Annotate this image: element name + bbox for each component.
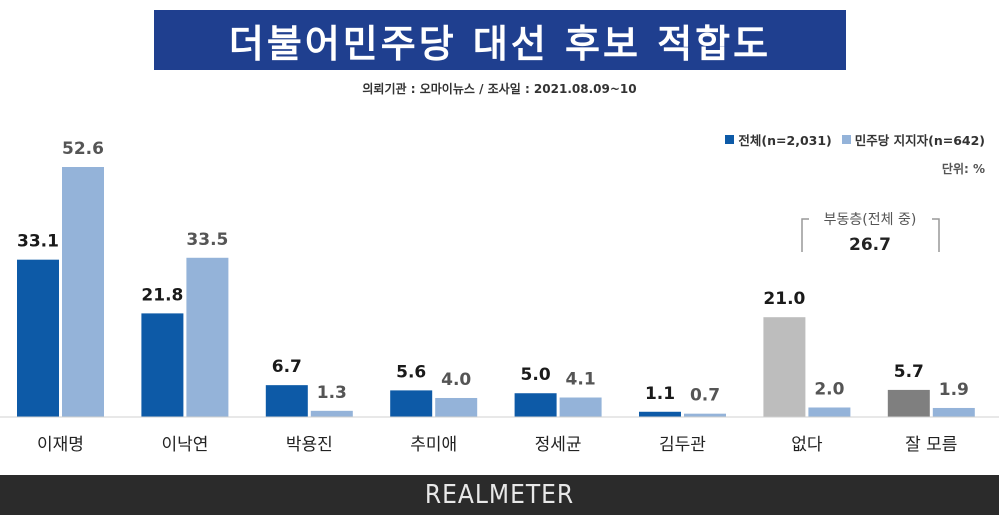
bar-value-label: 1.3 <box>317 383 347 403</box>
legend-swatch-supporters <box>841 135 851 144</box>
legend-item-supporters: 민주당 지지자(n=642) <box>841 130 985 149</box>
bar-value-label: 5.7 <box>894 362 924 382</box>
legend-label-supporters: 민주당 지지자(n=642) <box>854 133 985 148</box>
category-label: 추미애 <box>410 435 457 455</box>
bar-all <box>763 317 806 417</box>
bars-group: 33.1 52.6 이재명 21.8 33.5 이낙연 6.7 1.3 박용진 5.6 4.0 추미애… <box>17 139 975 455</box>
bar-value-label: 4.0 <box>441 370 471 390</box>
bar-value-label: 33.5 <box>186 230 228 250</box>
bar-all <box>390 390 433 417</box>
category-label: 박용진 <box>286 435 333 455</box>
chart-subtitle: 의뢰기관 : 오마이뉴스 / 조사일 : 2021.08.09~10 <box>362 82 637 96</box>
bar-all <box>17 259 59 417</box>
brand-logo: REALMETER <box>424 480 575 510</box>
bar-all <box>514 393 557 417</box>
bar-supporters <box>62 167 104 417</box>
bar-supporters <box>186 257 229 417</box>
bar-supporters <box>684 413 726 417</box>
bar-value-label: 1.1 <box>645 384 675 404</box>
bar-supporters <box>559 397 602 417</box>
category-label: 이낙연 <box>161 435 208 455</box>
legend: 전체(n=2,031) 민주당 지지자(n=642) <box>725 130 985 149</box>
bar-value-label: 5.0 <box>521 365 551 385</box>
category-label: 정세균 <box>535 435 582 455</box>
undecided-annotation: 부동층(전체 중) 26.7 <box>801 212 940 255</box>
bar-value-label: 52.6 <box>62 139 104 159</box>
bar-value-label: 5.6 <box>396 362 426 382</box>
bar-value-label: 21.8 <box>141 285 183 305</box>
bar-value-label: 33.1 <box>17 232 59 252</box>
footer-bar: REALMETER <box>0 475 999 515</box>
bar-supporters <box>808 407 851 417</box>
bar-supporters <box>932 407 975 417</box>
category-label: 김두관 <box>659 435 706 455</box>
chart-title: 더불어민주당 대선 후보 적합도 <box>228 21 772 66</box>
annotation-bracket-left <box>801 218 809 252</box>
legend-swatch-all <box>725 135 735 144</box>
bar-value-label: 21.0 <box>763 289 805 309</box>
bar-value-label: 4.1 <box>566 370 596 390</box>
bar-all <box>887 389 930 417</box>
bar-value-label: 6.7 <box>272 357 302 377</box>
category-label: 잘 모름 <box>905 435 957 455</box>
annotation-bracket-right <box>932 218 940 252</box>
title-banner: 더불어민주당 대선 후보 적합도 <box>154 10 846 70</box>
bar-all <box>141 313 184 417</box>
unit-label: 단위: % <box>941 162 985 176</box>
bar-supporters <box>435 397 478 417</box>
bar-value-label: 2.0 <box>814 379 844 399</box>
annotation-title: 부동층(전체 중) <box>824 212 917 228</box>
category-label: 없다 <box>791 435 823 455</box>
bar-all <box>639 411 681 417</box>
legend-item-all: 전체(n=2,031) <box>725 130 832 149</box>
legend-label-all: 전체(n=2,031) <box>738 133 832 148</box>
bar-all <box>265 385 308 417</box>
annotation-value: 26.7 <box>849 235 891 255</box>
bar-supporters <box>310 410 353 417</box>
bar-chart: 33.1 52.6 이재명 21.8 33.5 이낙연 6.7 1.3 박용진 5.6 4.0 추미애… <box>0 139 999 455</box>
bar-value-label: 1.9 <box>939 380 969 400</box>
category-label: 이재명 <box>37 435 84 455</box>
bar-value-label: 0.7 <box>690 386 720 406</box>
